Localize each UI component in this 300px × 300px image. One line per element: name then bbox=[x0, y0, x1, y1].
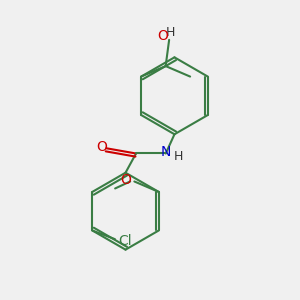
Text: O: O bbox=[120, 173, 131, 187]
Text: H: H bbox=[166, 26, 176, 39]
Text: H: H bbox=[173, 151, 183, 164]
Text: Cl: Cl bbox=[118, 234, 131, 248]
Text: O: O bbox=[158, 29, 168, 44]
Text: N: N bbox=[160, 146, 171, 159]
Text: O: O bbox=[97, 140, 107, 154]
